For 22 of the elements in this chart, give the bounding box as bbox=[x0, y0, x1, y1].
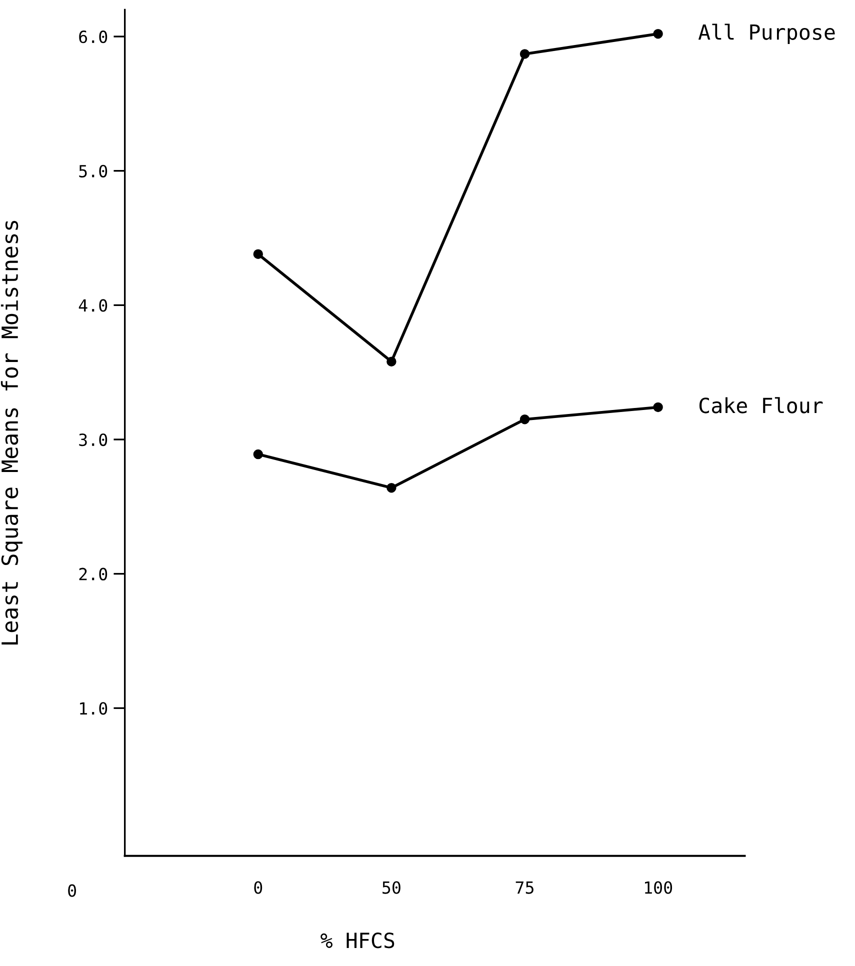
y-tick-label: 2.0 bbox=[79, 568, 108, 580]
series-label: All Purpose bbox=[698, 24, 835, 44]
x-tick-label: 100 bbox=[645, 881, 672, 894]
point bbox=[386, 356, 396, 366]
series-label: Cake Flour bbox=[699, 397, 823, 414]
point bbox=[520, 49, 530, 59]
point bbox=[253, 249, 263, 259]
point bbox=[653, 28, 663, 39]
point bbox=[253, 449, 263, 460]
y-tick-label: 1.0 bbox=[80, 702, 108, 715]
point bbox=[653, 402, 663, 412]
y-tick-label: 6.0 bbox=[79, 30, 108, 44]
y-axis-title: Least Square Means for Moistness bbox=[0, 220, 23, 644]
y-tick-label: 5.0 bbox=[79, 164, 108, 178]
point bbox=[520, 414, 530, 424]
y-tick-label: 4.0 bbox=[78, 299, 108, 312]
x-axis-title: % HFCS bbox=[320, 932, 394, 948]
x-tick-label: 75 bbox=[516, 881, 534, 894]
y-tick-label: 3.0 bbox=[79, 433, 108, 446]
x-tick-label: 50 bbox=[382, 881, 400, 894]
x-tick-label: 0 bbox=[254, 881, 262, 894]
point bbox=[386, 482, 396, 493]
